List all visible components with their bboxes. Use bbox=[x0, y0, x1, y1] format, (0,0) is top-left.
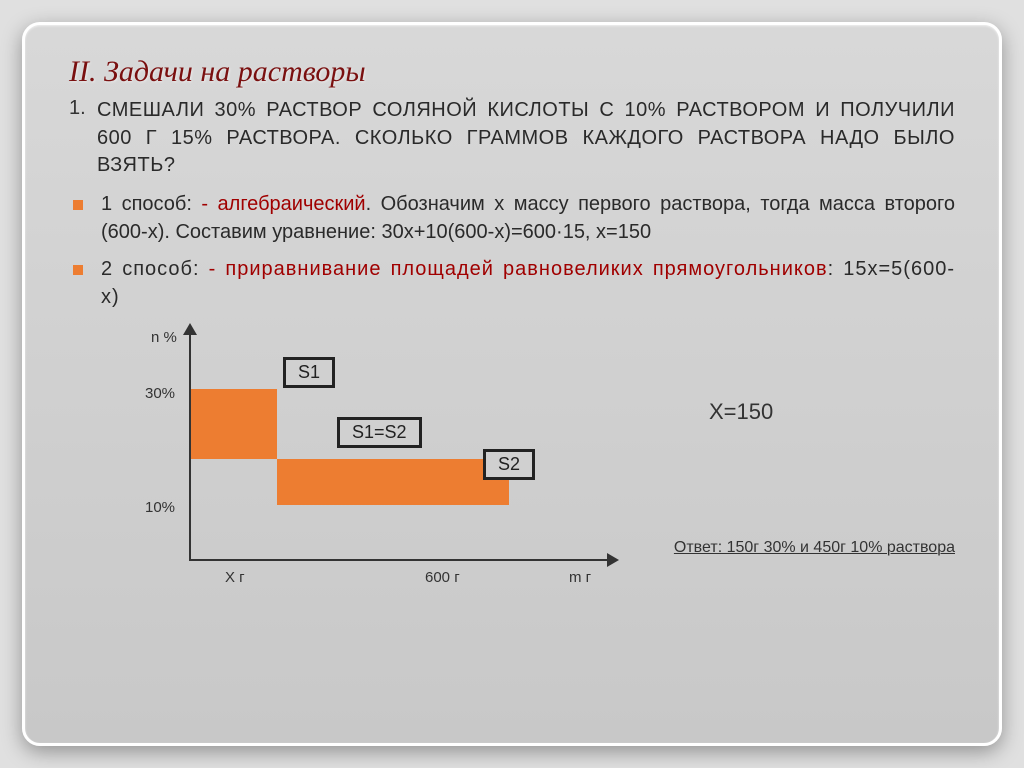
method2-row: 2 способ: - приравнивание площадей равно… bbox=[69, 255, 955, 312]
problem-number: 1. bbox=[69, 97, 97, 120]
slide-title: II. Задачи на растворы bbox=[69, 55, 955, 89]
answer-text: Ответ: 150г 30% и 450г 10% раствора bbox=[674, 539, 955, 557]
label-s1: S1 bbox=[283, 357, 335, 388]
method2-name: - приравнивание площадей равновеликих пр… bbox=[209, 258, 828, 280]
arrow-up-icon bbox=[183, 323, 197, 335]
problem-text: Смешали 30% раствор соляной кислоты с 10… bbox=[97, 97, 955, 180]
bullet-icon bbox=[73, 200, 83, 210]
label-s2: S2 bbox=[483, 449, 535, 480]
method1-name: - алгебраический bbox=[201, 193, 365, 215]
x-axis-label: m г bbox=[569, 569, 591, 586]
method1-label: 1 способ: bbox=[101, 193, 201, 215]
arrow-right-icon bbox=[607, 553, 619, 567]
x-tick-600: 600 г bbox=[425, 569, 460, 586]
y-tick-10: 10% bbox=[145, 499, 175, 516]
method1-text: 1 способ: - алгебраический. Обозначим x … bbox=[101, 190, 955, 247]
diagram: n % 30% 10% S1 S1=S2 S2 X г 600 г m г X=… bbox=[69, 329, 955, 599]
y-axis-label: n % bbox=[151, 329, 177, 346]
x-tick-x: X г bbox=[225, 569, 245, 586]
method2-text: 2 способ: - приравнивание площадей равно… bbox=[101, 255, 955, 312]
rect-s1 bbox=[191, 389, 277, 459]
axis-x bbox=[189, 559, 609, 561]
method2-label: 2 способ: bbox=[101, 258, 209, 280]
problem-row: 1. Смешали 30% раствор соляной кислоты с… bbox=[69, 97, 955, 180]
slide: II. Задачи на растворы 1. Смешали 30% ра… bbox=[22, 22, 1002, 746]
result-x: X=150 bbox=[709, 399, 773, 425]
bullet-icon bbox=[73, 265, 83, 275]
method1-row: 1 способ: - алгебраический. Обозначим x … bbox=[69, 190, 955, 247]
label-s1s2: S1=S2 bbox=[337, 417, 422, 448]
y-tick-30: 30% bbox=[145, 385, 175, 402]
rect-s2 bbox=[277, 459, 509, 505]
